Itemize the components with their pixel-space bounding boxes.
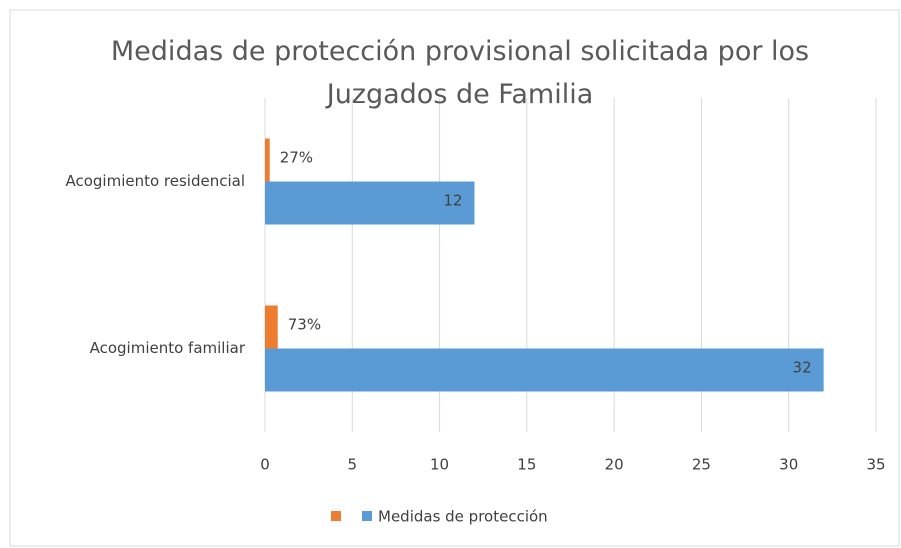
legend-marker — [362, 511, 372, 521]
chart-title: Medidas de protección provisional solici… — [110, 36, 810, 110]
chart-border — [9, 9, 900, 547]
x-tick-label: 10 — [430, 456, 449, 474]
bar — [265, 348, 824, 392]
y-tick-label: Acogimiento familiar — [90, 339, 246, 357]
x-tick-label: 35 — [866, 456, 885, 474]
data-label: 32 — [793, 359, 812, 377]
x-tick-label: 15 — [517, 456, 536, 474]
legend-label: Medidas de protección — [378, 508, 548, 526]
bar — [265, 305, 278, 349]
data-label: 73% — [288, 316, 321, 334]
x-tick-label: 25 — [692, 456, 711, 474]
y-tick-label: Acogimiento residencial — [65, 172, 245, 190]
x-tick-label: 30 — [779, 456, 798, 474]
bar — [265, 138, 270, 182]
x-tick-label: 0 — [260, 456, 270, 474]
x-tick-label: 5 — [348, 456, 358, 474]
bar — [265, 181, 475, 225]
data-label: 12 — [443, 192, 462, 210]
x-tick-label: 20 — [605, 456, 624, 474]
legend-marker — [331, 511, 341, 521]
data-label: 27% — [280, 149, 313, 167]
